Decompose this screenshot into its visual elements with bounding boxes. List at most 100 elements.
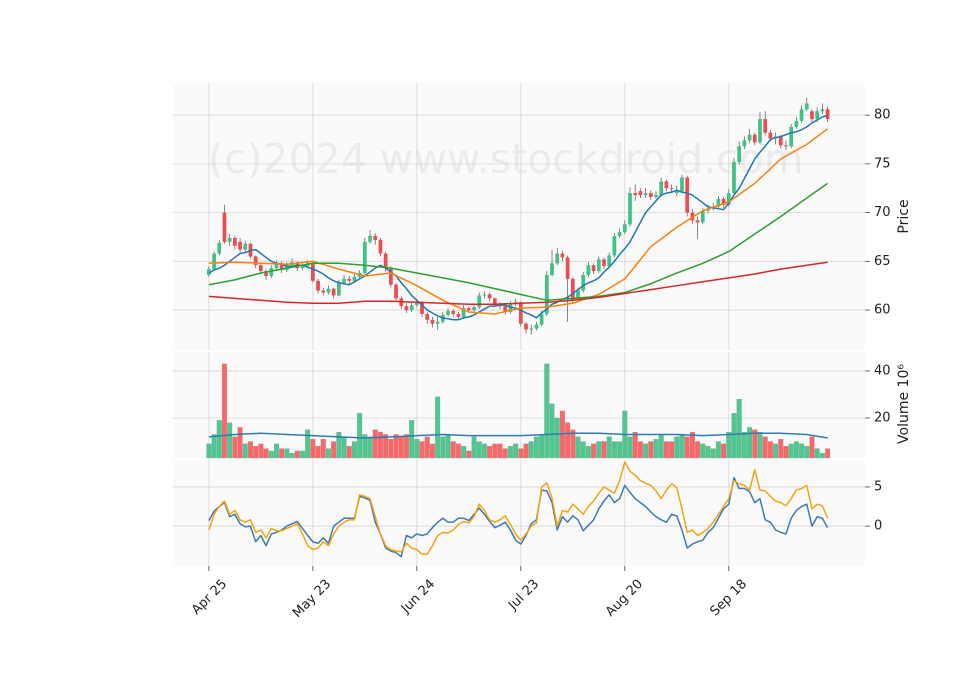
candle-body [539,313,544,325]
x-tick-label: Apr 25 [189,577,230,618]
volume-bar [237,427,243,459]
candle-body [342,278,346,283]
candle-body [310,263,315,281]
candle-body [752,134,757,143]
candle-body [326,288,331,293]
candle-body [269,268,274,276]
candle-body [685,177,690,213]
volume-bar [351,441,357,459]
volume-bar [819,453,825,459]
candle-body [643,193,648,196]
candle-body [732,161,736,194]
candle-body [680,177,684,192]
volume-bar [388,439,394,459]
volume-bar [731,413,737,459]
volume-bar [513,443,519,459]
candle-body [758,119,762,143]
candle-body [352,276,357,281]
candle-body [243,243,248,250]
y-tick-label: 20 [874,411,891,426]
volume-bar [268,450,274,459]
y-tick-label: 80 [874,108,891,123]
candle-body [628,193,632,225]
volume-bar [435,396,441,459]
candle-body [591,265,596,272]
volume-bar [216,420,222,459]
line-series [208,128,829,315]
candle-body [227,237,232,242]
volume-bar [591,443,597,459]
volume-bar [227,422,233,459]
candle-body [435,321,440,324]
candle-body [617,232,622,236]
volume-bar [206,443,212,459]
candle-body [747,134,752,141]
volume-bar [481,443,487,459]
volume-bar [528,441,534,459]
candle-body [347,278,352,281]
volume-bar [814,448,820,459]
volume-bar [679,434,685,459]
volume-bar [258,443,264,459]
candle-body [664,181,669,189]
candle-body [222,212,227,242]
x-tick-label: Jul 23 [505,577,542,614]
candle-body [362,241,367,274]
y-tick-label: 70 [874,205,891,220]
candle-body [633,193,638,196]
candle-body [602,259,606,267]
candle-body [794,121,799,127]
volume-bar [346,446,352,459]
volume-bar [715,441,721,459]
volume-bar [544,363,550,459]
candle-body [560,253,565,258]
panel-marks [208,461,829,558]
volume-bar [466,450,472,459]
candle-body [596,259,601,272]
volume-bar [663,441,669,459]
candle-body [544,274,549,314]
volume-bar [414,439,420,459]
candle-body [420,302,424,314]
volume-bar [310,439,316,459]
volume-bar [653,439,659,459]
volume-bar [518,448,524,459]
candle-body [477,295,482,308]
candle-body [815,111,820,120]
volume-bar [294,450,300,459]
candle-body [321,290,326,293]
candle-body [612,235,617,256]
volume-bar [684,436,690,459]
volume-bar [305,429,311,459]
candle-body [430,319,435,324]
volume-bar [632,431,638,459]
volume-bar [741,431,747,459]
candle-body [378,239,383,254]
volume-bar [554,417,560,459]
volume-bar [767,441,773,459]
volume-bar [248,441,253,459]
volume-bar [471,436,477,459]
volume-bar [804,446,810,459]
volume-bar [403,434,409,459]
volume-bar [565,422,571,459]
volume-bar [357,413,363,459]
volume-bar [336,431,342,459]
candle-body [607,255,612,267]
candle-body [394,284,398,299]
candle-body [784,145,788,147]
volume-bar [695,441,701,459]
volume-bar [211,434,217,459]
candle-body [446,311,450,315]
volume-bar [440,436,446,459]
volume-bar [331,441,337,459]
candle-body [576,290,580,301]
volume-bar [273,443,279,459]
volume-bar [689,431,695,459]
volume-bar [799,443,805,459]
candle-body [456,313,461,317]
volume-bar [393,434,399,459]
volume-bar [606,436,612,459]
volume-bar [279,448,285,459]
